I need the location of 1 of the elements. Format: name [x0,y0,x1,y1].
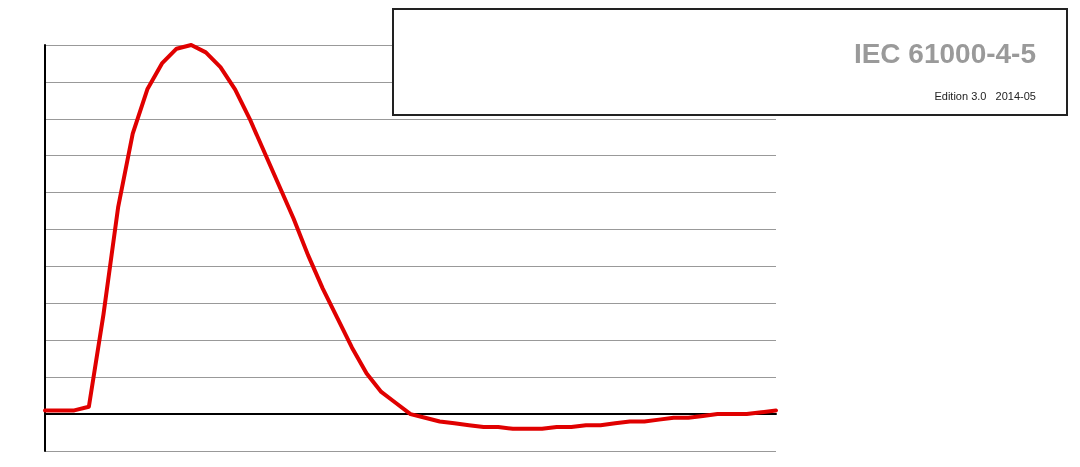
text-box: IEC 61000-4-5 Edition 3.0 2014-05 [392,8,1068,116]
